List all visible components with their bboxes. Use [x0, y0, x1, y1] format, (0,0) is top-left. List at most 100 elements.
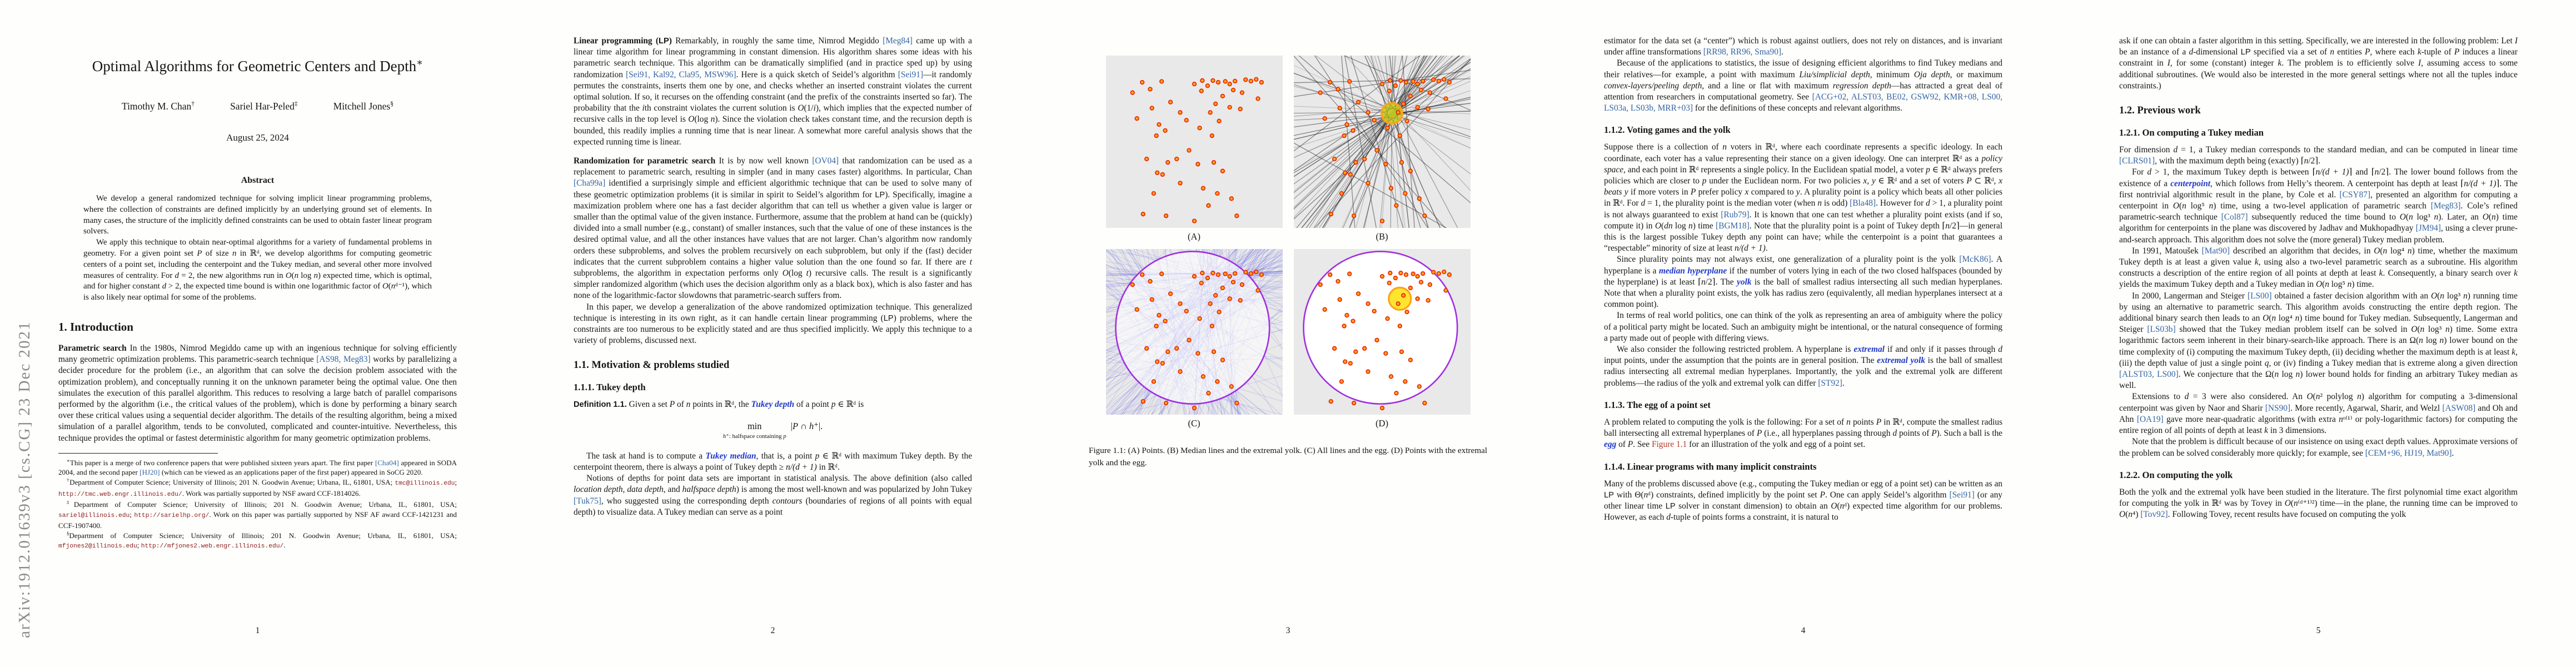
italic-run: n — [2315, 392, 2320, 402]
italic-run: P — [2454, 47, 2460, 57]
citation-link[interactable]: [CEM+96, HJ19, Mat90] — [2365, 448, 2452, 458]
text-run: ; — [129, 510, 134, 519]
data-point — [1379, 405, 1384, 411]
text-run: ). Such a ball is the — [1936, 429, 2002, 439]
data-point — [1205, 276, 1210, 281]
text-run: ), which implies that the expected numbe… — [574, 103, 972, 125]
data-point — [1341, 323, 1347, 328]
text-run: solver in constant dimension) to obtain … — [1675, 501, 1831, 511]
data-point — [1140, 399, 1145, 404]
figure-1-1: (A) (B) (C) (D) — [1089, 56, 1487, 429]
url-link[interactable]: sariel@illinois.edu — [58, 512, 130, 519]
data-point — [1207, 301, 1213, 306]
superscript: ∗ — [416, 57, 423, 68]
citation-link[interactable]: [Tov92] — [2140, 510, 2168, 520]
data-point — [1163, 400, 1168, 406]
term-link[interactable]: extremal yolk — [1877, 356, 1925, 366]
page-content: ask if one can obtain a faster algorithm… — [2061, 36, 2576, 520]
italic-run: O — [688, 115, 695, 125]
data-point — [1151, 191, 1156, 196]
data-point — [1156, 313, 1162, 318]
citation-link[interactable]: [Sei91, Kal92, Cla95, MSW96] — [625, 69, 736, 79]
text-run: ⁽ᵈ⁺¹⁾²) time—in the plane, the running t… — [2298, 498, 2518, 508]
citation-link[interactable]: [Col87] — [2221, 212, 2248, 222]
footnote: §Department of Computer Science; Univers… — [58, 531, 457, 552]
text-run: is odd) — [1821, 198, 1850, 208]
citation-link[interactable]: [CSY87] — [2339, 190, 2371, 200]
citation-link[interactable]: [CLRS01] — [2119, 156, 2155, 166]
term-link[interactable]: yolk — [1736, 277, 1752, 287]
citation-link[interactable]: [NS90] — [2265, 403, 2291, 413]
citation-link[interactable]: [Tuk75] — [574, 496, 601, 506]
citation-link[interactable]: [Cha04] — [375, 458, 399, 467]
citation-link[interactable]: [ASW08] — [2442, 403, 2476, 413]
term-link[interactable]: Tukey depth — [751, 400, 795, 410]
citation-link[interactable]: [Meg84] — [883, 36, 913, 46]
equation-min: min — [747, 420, 762, 431]
data-point — [1384, 316, 1390, 321]
citation-link[interactable]: [Rub79] — [1721, 210, 1750, 220]
data-point — [1418, 87, 1423, 93]
data-point — [1379, 218, 1384, 223]
text-run: -tuple of points forms a constraint, it … — [1670, 512, 1838, 522]
citation-link[interactable]: [LS03b] — [2147, 325, 2176, 335]
figure-link[interactable]: Figure 1.1 — [1651, 440, 1687, 450]
data-point — [1177, 110, 1183, 115]
data-point — [1159, 271, 1164, 276]
citation-link[interactable]: [AS98, Meg83] — [316, 355, 371, 365]
term-link[interactable]: median hyperplane — [1658, 266, 1727, 276]
url-link[interactable]: http://mfjones2.web.engr.illinois.edu/ — [141, 543, 284, 550]
data-point — [1401, 101, 1406, 106]
term-link[interactable]: Tukey median — [705, 451, 756, 461]
data-point — [1199, 280, 1204, 286]
text-run: Department of Computer Science; Universi… — [73, 500, 457, 509]
text-run: . We conjecture that the Ω( — [2178, 370, 2275, 380]
data-point — [1393, 203, 1399, 208]
paragraph: Note that the problem is difficult becau… — [2119, 436, 2518, 459]
citation-link[interactable]: [Bla48] — [1850, 198, 1876, 208]
italic-run: h — [809, 420, 814, 431]
url-link[interactable]: http://sarielhp.org/ — [134, 512, 210, 519]
data-point — [1220, 168, 1225, 173]
citation-link[interactable]: [OA19] — [2136, 414, 2164, 424]
data-point — [1417, 196, 1422, 201]
data-point — [1134, 307, 1139, 312]
term-link[interactable]: extremal — [1853, 345, 1885, 355]
url-link[interactable]: mfjones2@illinois.edu — [58, 543, 137, 550]
citation-link[interactable]: [Meg83] — [2430, 201, 2461, 211]
text-run: , using a clever prune-and-search approa… — [2119, 223, 2518, 245]
citation-link[interactable]: [BGM18] — [1716, 221, 1750, 231]
data-point — [1220, 357, 1225, 362]
url-link[interactable]: tmc@illinois.edu — [395, 480, 455, 487]
citation-link[interactable]: [Sei91] — [898, 69, 924, 79]
citation-link[interactable]: [McK86] — [1959, 255, 1991, 265]
text-run: ) lower bound holds for finding an arbit… — [2119, 370, 2518, 391]
citation-link[interactable]: [Cha99a] — [574, 178, 606, 188]
data-point — [1388, 186, 1393, 191]
citation-link[interactable]: [HJ20] — [139, 468, 160, 477]
citation-link[interactable]: [ACG+02, ALST03, BE02, GSW92, KMR+08, LS… — [1604, 92, 2002, 113]
data-point — [1395, 110, 1401, 115]
citation-link[interactable]: [RR98, RR96, Sma90] — [1703, 47, 1782, 57]
term-link[interactable]: centerpoint — [2170, 178, 2211, 188]
text-run: ) time algorithm for centerpoints in the… — [2119, 212, 2518, 233]
italic-run: P — [1966, 176, 1972, 186]
citation-link[interactable]: [Mat90] — [2201, 246, 2230, 256]
term-link[interactable]: egg — [1604, 440, 1617, 450]
citation-link[interactable]: [ALST03, LS00] — [2119, 370, 2179, 380]
citation-link[interactable]: [OV04] — [812, 156, 839, 166]
sans-run: LP — [883, 313, 894, 323]
text-run: In 2000, Langerman and Steiger — [2132, 291, 2248, 301]
italic-run: O — [2482, 212, 2489, 222]
citation-link[interactable]: [ST92] — [1818, 378, 1842, 388]
data-point — [1420, 78, 1425, 84]
data-point — [1335, 87, 1341, 92]
paragraph: Notions of depths for point data sets ar… — [574, 473, 972, 518]
author-name-text: Mitchell Jones — [333, 101, 391, 112]
url-link[interactable]: http://tmc.web.engr.illinois.edu/ — [58, 491, 182, 499]
citation-link[interactable]: [LS00] — [2247, 291, 2272, 301]
citation-link[interactable]: [JM94] — [2415, 223, 2441, 233]
data-point — [1174, 156, 1179, 162]
citation-link[interactable]: [Sei91] — [1949, 490, 1975, 500]
data-point — [1350, 318, 1356, 323]
